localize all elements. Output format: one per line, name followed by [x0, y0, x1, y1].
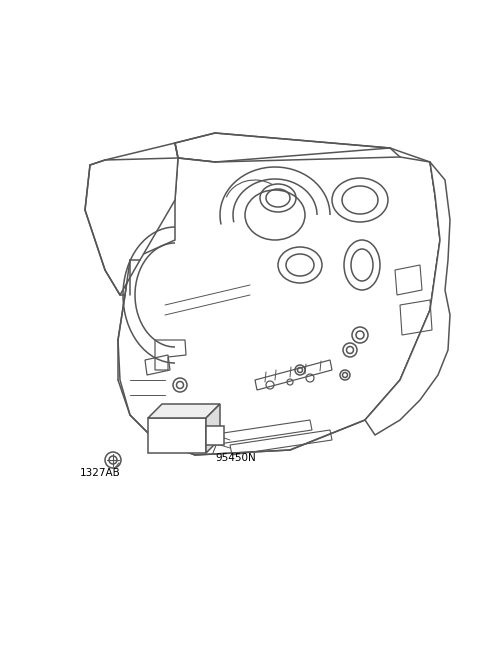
Text: 95450N: 95450N	[215, 453, 256, 463]
Polygon shape	[175, 133, 400, 162]
Polygon shape	[148, 404, 220, 418]
Polygon shape	[85, 158, 178, 295]
Polygon shape	[148, 418, 206, 453]
Polygon shape	[365, 162, 450, 435]
Polygon shape	[206, 404, 220, 453]
Text: 1327AB: 1327AB	[80, 468, 121, 478]
Polygon shape	[118, 148, 440, 455]
Polygon shape	[206, 426, 224, 445]
